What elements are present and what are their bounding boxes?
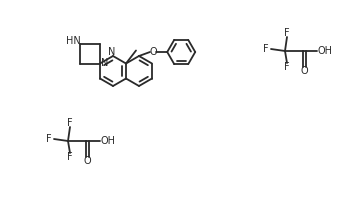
Text: F: F <box>67 152 73 162</box>
Text: F: F <box>284 28 290 38</box>
Text: O: O <box>301 66 308 76</box>
Text: OH: OH <box>101 136 116 146</box>
Text: F: F <box>284 62 290 72</box>
Text: O: O <box>149 47 157 57</box>
Text: N: N <box>101 59 109 69</box>
Text: HN: HN <box>66 37 81 46</box>
Text: F: F <box>263 44 269 54</box>
Text: OH: OH <box>318 46 333 56</box>
Text: N: N <box>108 47 116 57</box>
Text: F: F <box>67 118 73 128</box>
Text: O: O <box>84 156 91 166</box>
Text: F: F <box>46 134 52 144</box>
